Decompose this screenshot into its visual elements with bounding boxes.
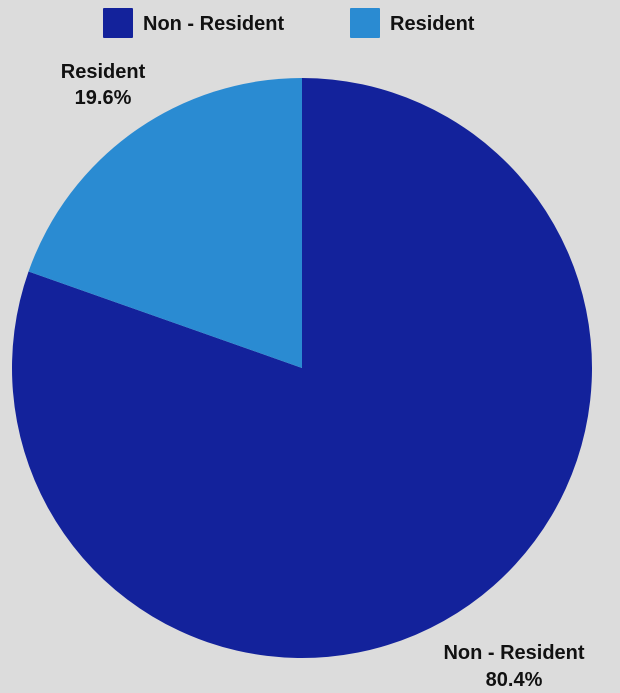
pie-slice-resident[interactable] [28,78,302,368]
legend-label-non-resident[interactable]: Non - Resident [143,13,284,35]
slice-labels: Resident 19.6% Non - Resident 80.4% [61,61,585,691]
slice-label-non-resident-value: 80.4% [486,669,543,691]
legend-swatch-non-resident[interactable] [103,8,133,38]
legend: Non - Resident Resident [103,8,475,38]
slice-label-resident-value: 19.6% [75,87,132,109]
pie-slices [11,78,592,658]
legend-label-resident[interactable]: Resident [390,13,475,35]
legend-swatch-resident[interactable] [350,8,380,38]
slice-label-non-resident-name: Non - Resident [443,642,584,664]
slice-label-resident-name: Resident [61,61,146,83]
pie-slice-non-resident[interactable] [11,78,592,658]
